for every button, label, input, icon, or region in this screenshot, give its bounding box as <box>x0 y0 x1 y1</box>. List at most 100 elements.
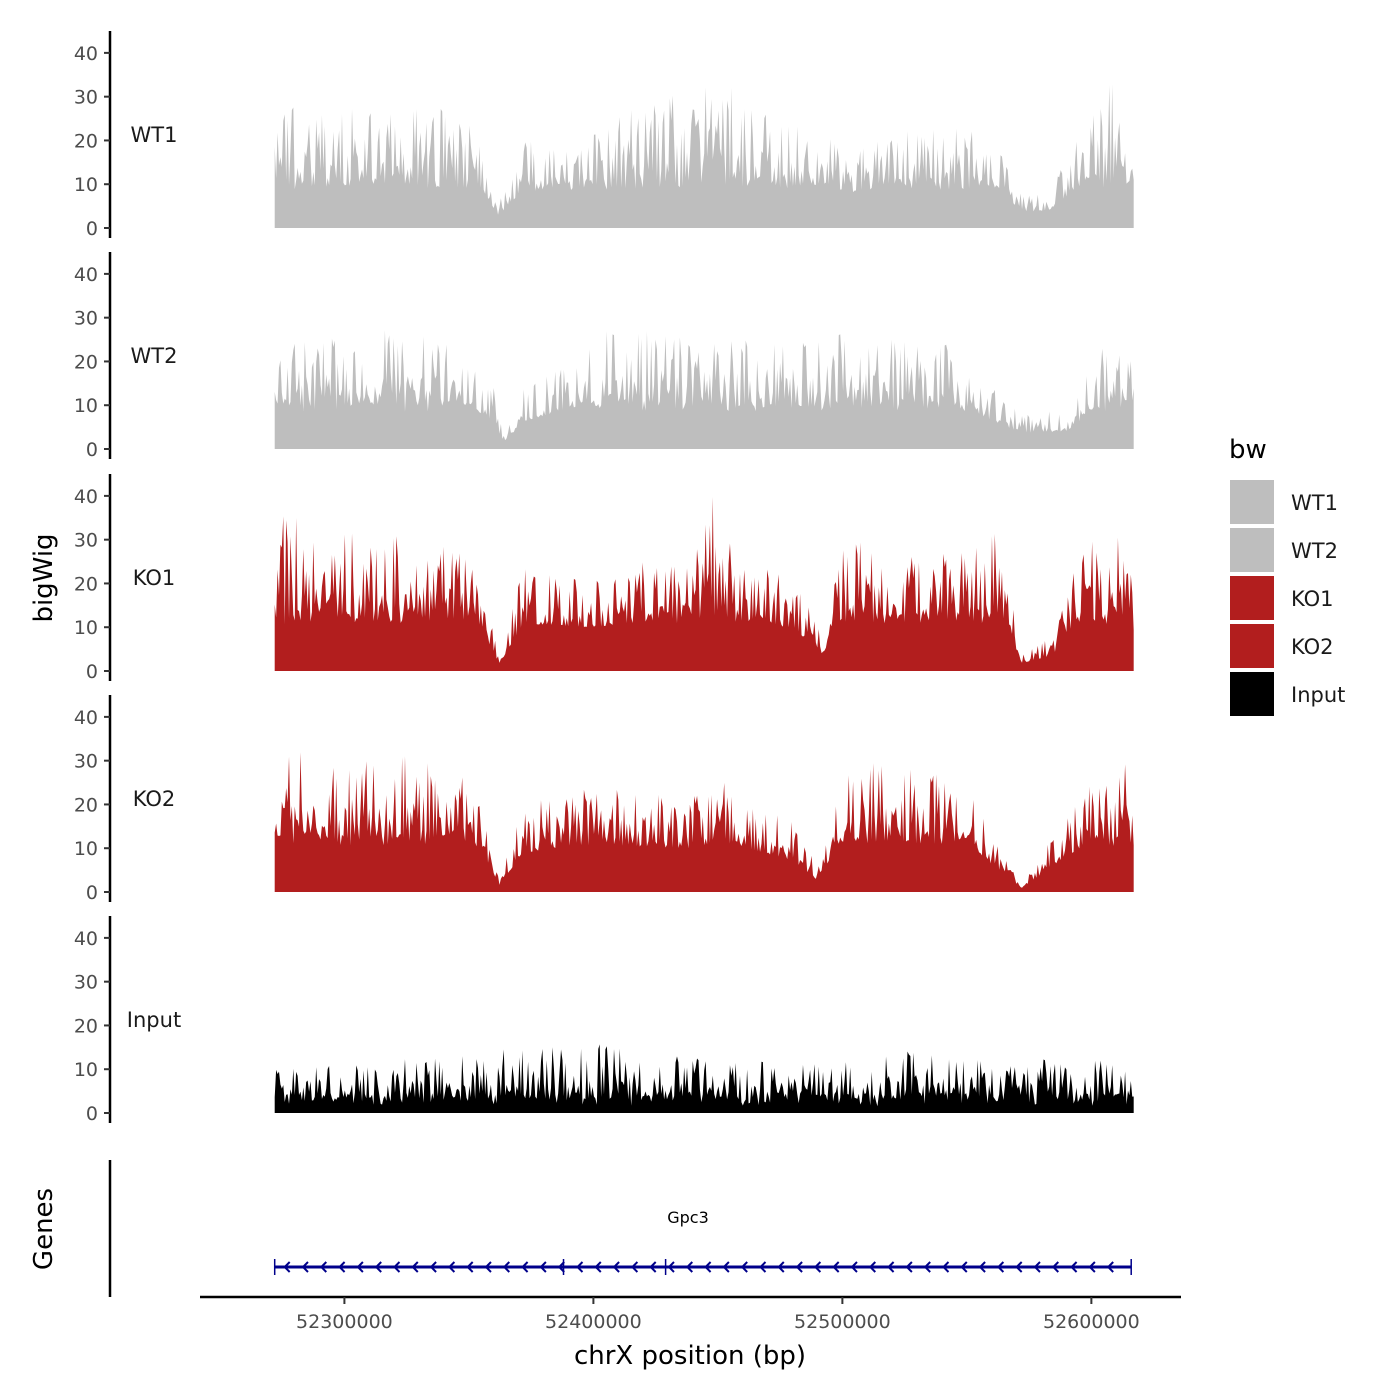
y-tick-label: 20 <box>74 351 98 373</box>
strand-arrow <box>374 1261 382 1273</box>
strand-arrow <box>447 1261 456 1273</box>
strand-arrow <box>649 1261 657 1273</box>
x-tick-label: 52600000 <box>1043 1311 1140 1333</box>
y-tick-label: 10 <box>74 838 98 860</box>
strand-arrow <box>557 1261 565 1273</box>
strand-arrow <box>832 1261 840 1273</box>
track-panel-ko1: 0 10 20 30 40 KO1 <box>74 474 1134 683</box>
strand-arrow <box>868 1261 877 1273</box>
strand-arrow <box>1088 1261 1096 1273</box>
legend-title: bw <box>1229 435 1267 465</box>
strand-arrow <box>887 1261 895 1273</box>
legend-label-wt2: WT2 <box>1291 539 1338 563</box>
y-tick-label: 30 <box>74 308 98 330</box>
y-tick-label: 30 <box>74 751 98 773</box>
legend-label-ko2: KO2 <box>1291 635 1334 659</box>
y-tick-label: 10 <box>74 395 98 417</box>
strand-arrow <box>685 1261 694 1273</box>
legend-label-wt1: WT1 <box>1291 491 1338 515</box>
strand-arrow <box>393 1261 401 1273</box>
coverage-area-wt1 <box>274 84 1134 229</box>
coverage-area-ko1 <box>274 496 1134 671</box>
strand-arrow <box>978 1261 986 1273</box>
strand-arrow <box>576 1261 584 1273</box>
y-axis-title: bigWig <box>29 533 59 622</box>
gene-panel: Gpc3 <box>108 1160 1132 1297</box>
strand-arrow <box>612 1261 620 1273</box>
strand-arrow <box>740 1261 748 1273</box>
strand-arrow <box>795 1261 803 1273</box>
legend-key-input <box>1230 672 1274 716</box>
y-tick-label: 10 <box>74 617 98 639</box>
y-tick-label: 0 <box>86 661 98 683</box>
strand-arrow <box>594 1261 602 1273</box>
strand-arrow <box>521 1261 529 1273</box>
strand-arrow <box>283 1261 291 1273</box>
x-tick-label: 52500000 <box>794 1311 891 1333</box>
y-tick-label: 40 <box>74 43 98 65</box>
strand-arrow <box>722 1261 730 1273</box>
legend-label-input: Input <box>1291 683 1345 707</box>
gene-label: Gpc3 <box>667 1208 709 1227</box>
x-tick-label: 52400000 <box>545 1311 642 1333</box>
coverage-area-ko2 <box>274 752 1134 892</box>
y-tick-label: 20 <box>74 1015 98 1037</box>
y-tick-label: 20 <box>74 130 98 152</box>
track-panel-wt2: 0 10 20 30 40 WT2 <box>74 252 1134 461</box>
x-tick-label: 52300000 <box>296 1311 393 1333</box>
legend-label-ko1: KO1 <box>1291 587 1334 611</box>
track-label-input: Input <box>127 1008 181 1032</box>
strand-arrow <box>411 1261 419 1273</box>
x-axis: 52300000 52400000 52500000 52600000 <box>200 1295 1181 1333</box>
y-tick-label: 20 <box>74 573 98 595</box>
track-label-wt2: WT2 <box>131 344 178 368</box>
strand-arrow <box>338 1261 346 1273</box>
strand-arrow <box>996 1261 1005 1273</box>
y-tick-label: 40 <box>74 707 98 729</box>
strand-arrow <box>484 1261 492 1273</box>
x-axis-title: chrX position (bp) <box>574 1341 806 1371</box>
track-label-ko2: KO2 <box>133 787 176 811</box>
y-tick-label: 0 <box>86 1103 98 1125</box>
strand-arrow <box>942 1261 950 1273</box>
y-tick-label: 30 <box>74 972 98 994</box>
track-panel-ko2: 0 10 20 30 40 KO2 <box>74 695 1134 904</box>
legend-key-ko1 <box>1230 576 1274 620</box>
track-label-ko1: KO1 <box>133 566 176 590</box>
track-label-wt1: WT1 <box>131 123 178 147</box>
y-tick-label: 10 <box>74 1059 98 1081</box>
y-tick-label: 0 <box>86 439 98 461</box>
strand-arrow <box>777 1261 785 1273</box>
legend-key-ko2 <box>1230 624 1274 668</box>
strand-arrow <box>466 1261 474 1273</box>
legend-key-wt2 <box>1230 528 1274 572</box>
strand-arrow <box>759 1261 767 1273</box>
legend: WT1 WT2 KO1 KO2 Input <box>1230 480 1345 716</box>
y-tick-label: 40 <box>74 264 98 286</box>
legend-key-wt1 <box>1230 480 1274 524</box>
strand-arrow <box>1106 1261 1114 1273</box>
y-tick-label: 10 <box>74 174 98 196</box>
strand-arrow <box>960 1261 968 1273</box>
y-tick-label: 30 <box>74 530 98 552</box>
strand-arrow <box>1070 1261 1078 1273</box>
strand-arrow <box>813 1261 822 1273</box>
strand-arrow <box>539 1261 547 1273</box>
track-panel-wt1: 0 10 20 30 40 WT1 <box>74 31 1134 240</box>
strand-arrow <box>301 1261 309 1273</box>
strand-arrow <box>923 1261 931 1273</box>
strand-arrow <box>850 1261 858 1273</box>
strand-arrow <box>1033 1261 1041 1273</box>
strand-arrow <box>704 1261 712 1273</box>
strand-arrow <box>502 1261 511 1273</box>
strand-arrow <box>1051 1261 1060 1273</box>
y-tick-label: 40 <box>74 486 98 508</box>
genes-axis-title: Genes <box>29 1188 59 1270</box>
strand-arrow <box>356 1261 364 1273</box>
strand-arrow <box>429 1261 437 1273</box>
y-tick-label: 0 <box>86 882 98 904</box>
track-panels: 0 10 20 30 40 WT1 0 10 20 30 40 WT2 0 10 20 30 40 KO1 0 10 2… <box>74 31 1134 1125</box>
y-tick-label: 40 <box>74 928 98 950</box>
